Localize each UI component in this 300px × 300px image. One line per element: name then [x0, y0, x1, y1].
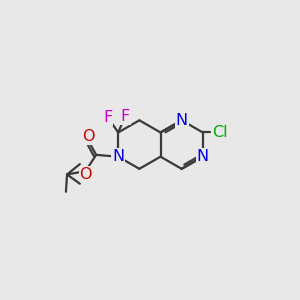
Text: Cl: Cl: [212, 125, 228, 140]
Text: O: O: [80, 167, 92, 182]
Text: N: N: [197, 149, 209, 164]
Text: F: F: [121, 109, 130, 124]
Text: N: N: [112, 149, 124, 164]
Text: N: N: [176, 113, 188, 128]
Text: F: F: [103, 110, 112, 125]
Text: O: O: [82, 129, 94, 144]
